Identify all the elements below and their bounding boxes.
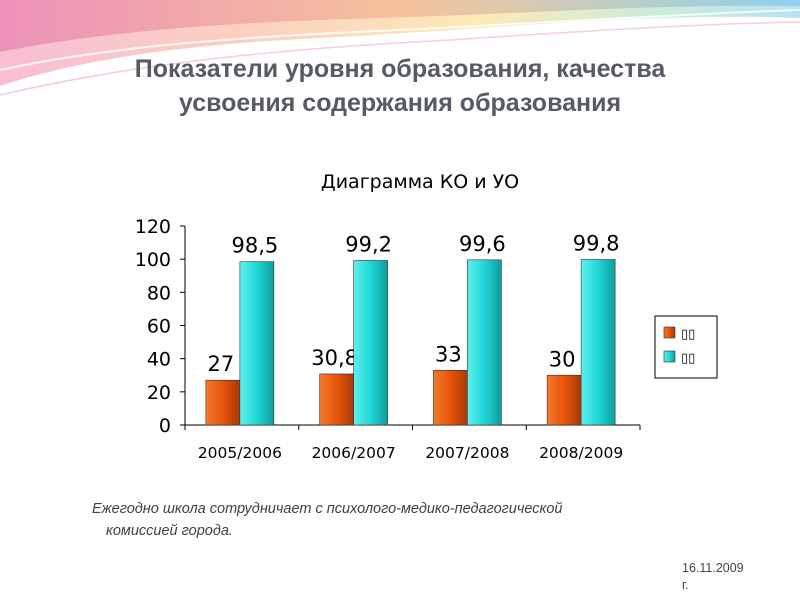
legend-box bbox=[654, 315, 718, 379]
footnote-line-1: Ежегодно школа сотрудничает с психолого-… bbox=[92, 501, 563, 517]
legend-label: ▯▯ bbox=[681, 351, 695, 366]
bar-series-1 bbox=[205, 379, 241, 426]
data-label: 30,8 bbox=[311, 346, 358, 370]
legend-swatch-1 bbox=[663, 326, 676, 339]
slide-title-line-1: Показатели уровня образования, качества bbox=[134, 55, 666, 83]
slide-title: Показатели уровня образования, качества … bbox=[40, 52, 760, 120]
y-tick-label: 0 bbox=[159, 415, 171, 437]
slide-title-line-2: усвоения содержания образования bbox=[178, 89, 622, 117]
data-label: 98,5 bbox=[231, 234, 278, 258]
x-tick-label: 2006/2007 bbox=[312, 444, 396, 462]
footnote: Ежегодно школа сотрудничает с психолого-… bbox=[92, 498, 652, 542]
chart-axes: 0 20 40 60 80 100 120 2005/2006 2006/2007 2007/20… bbox=[135, 216, 641, 462]
bar-series-2 bbox=[353, 260, 388, 426]
bar-series-2 bbox=[239, 261, 275, 426]
data-label: 33 bbox=[435, 342, 462, 366]
data-label: 99,6 bbox=[459, 232, 506, 256]
chart-legend: ▯▯ ▯▯ bbox=[654, 315, 718, 379]
y-tick-label: 100 bbox=[135, 249, 171, 271]
data-label: 30 bbox=[549, 347, 576, 371]
y-tick-label: 40 bbox=[147, 349, 171, 371]
x-tick-label: 2008/2009 bbox=[539, 444, 623, 462]
slide-date: 16.11.2009 г. bbox=[682, 560, 792, 594]
y-tick-label: 20 bbox=[147, 382, 171, 404]
data-label: 99,2 bbox=[345, 232, 392, 256]
x-tick-label: 2005/2006 bbox=[198, 444, 282, 462]
data-label: 99,8 bbox=[573, 231, 620, 255]
bar-series-2 bbox=[580, 259, 616, 426]
bar-series-1 bbox=[433, 369, 468, 426]
date-line-2: г. bbox=[682, 578, 689, 592]
data-label: 27 bbox=[208, 352, 235, 376]
legend-swatch-2 bbox=[663, 350, 676, 363]
decorative-banner bbox=[0, 0, 800, 96]
x-tick-label: 2007/2008 bbox=[425, 444, 509, 462]
chart-bars: 27 98,5 30,8 99,2 33 99,6 30 99,8 bbox=[205, 231, 620, 426]
footnote-line-2: комиссией города. bbox=[106, 523, 233, 539]
y-tick-label: 60 bbox=[147, 316, 171, 338]
bar-series-2 bbox=[467, 259, 502, 426]
bar-series-1 bbox=[546, 374, 582, 426]
y-tick-label: 80 bbox=[147, 282, 171, 304]
y-tick-label: 120 bbox=[135, 216, 171, 238]
date-line-1: 16.11.2009 bbox=[682, 561, 744, 575]
chart-title: Диаграмма КО и УО bbox=[321, 171, 519, 193]
legend-label: ▯▯ bbox=[681, 327, 695, 342]
bar-series-1 bbox=[319, 373, 354, 426]
